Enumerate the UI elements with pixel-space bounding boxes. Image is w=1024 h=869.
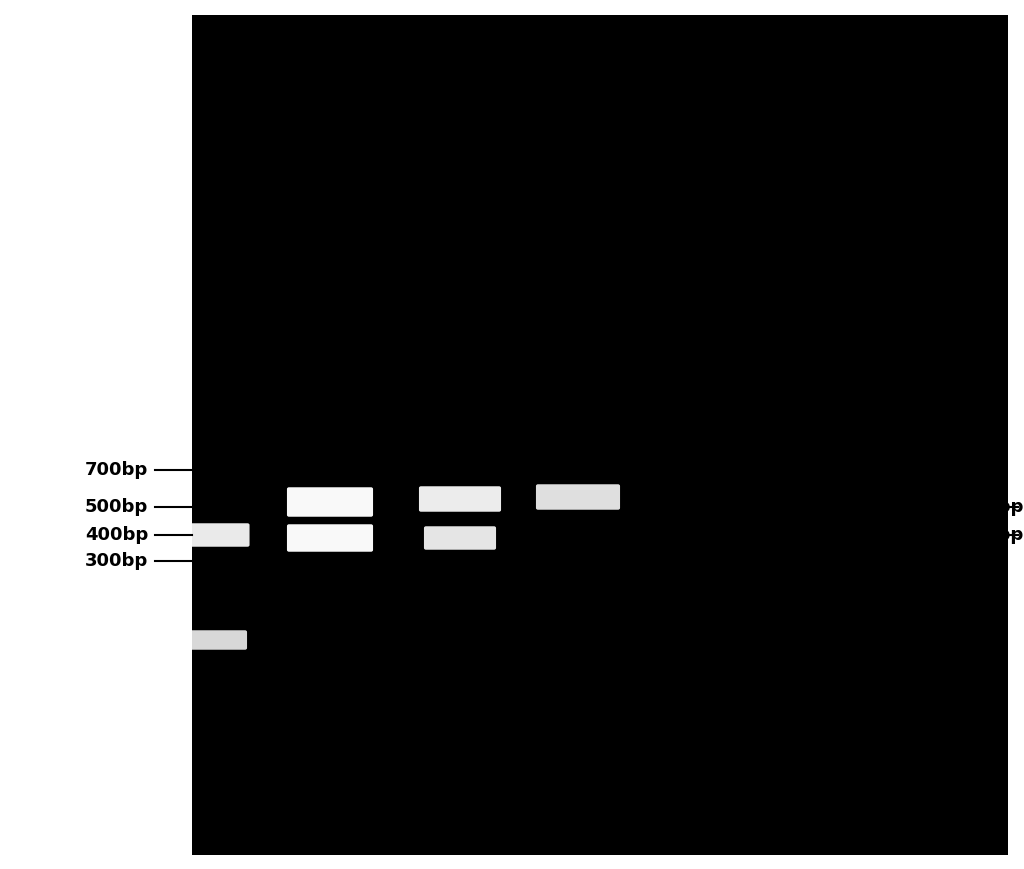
Text: 400bp: 400bp [85,526,148,544]
Text: 300bp: 300bp [85,552,148,570]
Text: 367bp: 367bp [961,526,1024,544]
Text: 558bp: 558bp [961,498,1024,516]
FancyBboxPatch shape [180,523,250,547]
Text: 4: 4 [689,22,706,46]
FancyBboxPatch shape [536,484,621,510]
Text: 1: 1 [322,22,338,46]
Bar [193,15,1008,855]
FancyBboxPatch shape [183,630,247,650]
FancyBboxPatch shape [287,524,373,552]
Text: 2: 2 [452,22,468,46]
FancyBboxPatch shape [287,488,373,517]
Text: 6: 6 [916,22,933,46]
FancyBboxPatch shape [419,487,501,512]
Text: 500bp: 500bp [85,498,148,516]
Text: 700bp: 700bp [85,461,148,479]
Text: 5: 5 [805,22,821,46]
Text: 3: 3 [569,22,587,46]
FancyBboxPatch shape [424,527,496,550]
Text: M: M [204,22,226,46]
